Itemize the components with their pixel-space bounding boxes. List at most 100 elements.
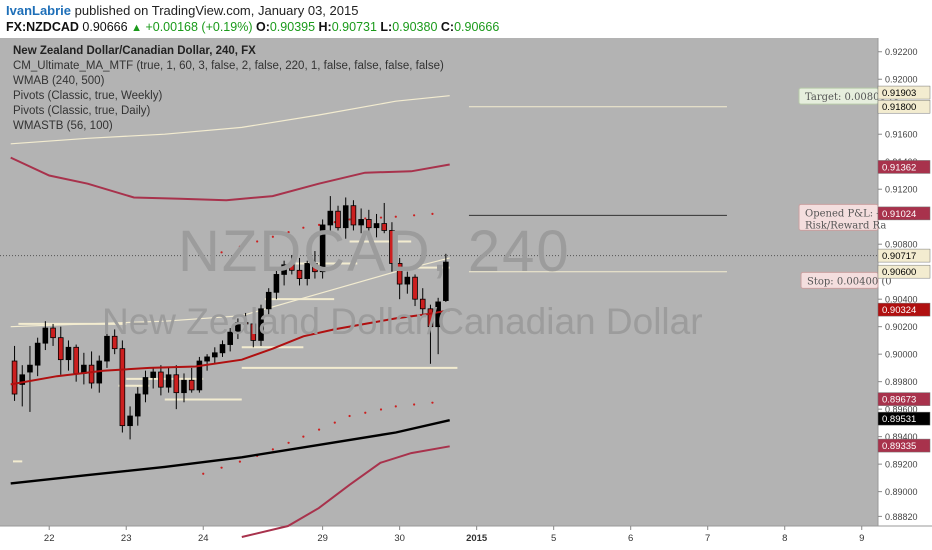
candle-body-down <box>419 298 426 310</box>
candle[interactable] <box>350 200 357 231</box>
candle[interactable] <box>65 340 72 371</box>
candle[interactable] <box>127 406 133 440</box>
candle[interactable] <box>327 196 334 234</box>
candle[interactable] <box>265 288 272 315</box>
candle[interactable] <box>342 197 349 239</box>
candle[interactable] <box>366 209 372 231</box>
dots-upper-dot <box>394 215 397 218</box>
candle[interactable] <box>27 345 33 412</box>
candle[interactable] <box>227 328 233 352</box>
price-tag[interactable]: 0.91362 <box>877 160 931 174</box>
candle[interactable] <box>358 208 364 234</box>
candle[interactable] <box>381 202 388 234</box>
candle[interactable] <box>42 321 49 351</box>
candle-body-up <box>196 360 203 391</box>
candle[interactable] <box>258 304 264 346</box>
candle-body-up <box>181 379 187 394</box>
open-value: 0.90395 <box>269 20 316 34</box>
candle[interactable] <box>158 365 164 396</box>
candle[interactable] <box>19 365 26 407</box>
price-tag[interactable]: 0.89531 <box>877 411 931 426</box>
band-pink-upper-line[interactable] <box>10 156 450 202</box>
candle[interactable] <box>396 257 403 300</box>
candle[interactable] <box>389 222 395 272</box>
candle[interactable] <box>173 365 180 410</box>
price-tag[interactable]: 0.90717 <box>877 248 931 263</box>
plot-area[interactable] <box>0 38 878 526</box>
target-label[interactable]: Target: 0.00800 (0 <box>798 87 899 105</box>
legend-title[interactable]: New Zealand Dollar/Canadian Dollar, 240,… <box>13 45 256 57</box>
candle-body-up <box>373 223 380 229</box>
candle[interactable] <box>11 345 18 401</box>
candle[interactable] <box>250 310 257 348</box>
candle[interactable] <box>88 351 95 389</box>
candle[interactable] <box>235 318 241 340</box>
candle[interactable] <box>273 268 280 300</box>
legend-cm-ultimate-ma[interactable]: CM_Ultimate_MA_MTF (true, 1, 60, 3, fals… <box>13 60 444 72</box>
band-pink-lower-line[interactable] <box>241 445 450 538</box>
candle[interactable] <box>181 373 187 403</box>
candle-body-up <box>327 210 334 226</box>
candle-body-down <box>396 263 403 285</box>
band-cream-upper-line[interactable] <box>10 95 450 145</box>
price-chart[interactable]: Target: 0.00800 (0 Opened P&L: -0Risk/Rew… <box>0 38 932 550</box>
watermark-symbol: NZDCAD, 240 <box>178 219 571 284</box>
candle[interactable] <box>289 255 295 275</box>
candle[interactable] <box>373 213 380 238</box>
candle[interactable] <box>443 253 449 302</box>
candle[interactable] <box>142 370 149 403</box>
price-tag[interactable]: 0.91800 <box>877 99 931 114</box>
stop-label[interactable]: Stop: 0.00400 (0 <box>800 271 892 289</box>
candle[interactable] <box>435 297 441 355</box>
price-tag[interactable]: 0.91903 <box>877 85 931 100</box>
candle[interactable] <box>150 367 156 389</box>
price-tag[interactable]: 0.90600 <box>877 264 931 279</box>
candle[interactable] <box>281 260 287 286</box>
candle[interactable] <box>34 337 41 377</box>
candle[interactable] <box>319 219 326 279</box>
price-tag-text: 0.90717 <box>882 251 916 262</box>
candle[interactable] <box>204 354 210 371</box>
candle[interactable] <box>335 205 341 231</box>
candle[interactable] <box>419 288 426 316</box>
x-tick-label: 7 <box>705 533 710 544</box>
candle[interactable] <box>57 326 64 375</box>
price-tag[interactable]: 0.91024 <box>877 206 931 221</box>
dots-lower-dot <box>271 448 274 451</box>
low-value: 0.90380 <box>392 20 438 34</box>
candle[interactable] <box>50 323 56 346</box>
price-tag[interactable]: 0.89673 <box>877 392 931 406</box>
candle[interactable] <box>242 312 249 330</box>
candle[interactable] <box>104 332 110 368</box>
candle[interactable] <box>188 367 195 393</box>
candle[interactable] <box>212 347 218 364</box>
legend-pivots-weekly[interactable]: Pivots (Classic, true, Weekly) <box>13 90 163 102</box>
candle[interactable] <box>119 340 126 433</box>
candle[interactable] <box>304 260 311 286</box>
price-tag[interactable]: 0.90324 <box>877 302 931 317</box>
candle[interactable] <box>219 340 226 357</box>
dots-upper-dot <box>431 212 434 215</box>
candle[interactable] <box>312 251 318 279</box>
legend-pivots-daily[interactable]: Pivots (Classic, true, Daily) <box>13 105 151 117</box>
symbol-label[interactable]: FX:NZDCAD <box>6 20 79 34</box>
candle[interactable] <box>165 367 172 393</box>
dots-upper-dot <box>413 214 416 217</box>
price-tag[interactable]: 0.89335 <box>877 438 931 453</box>
legend-wmastb[interactable]: WMASTB (56, 100) <box>13 120 113 132</box>
candle[interactable] <box>404 271 411 294</box>
dots-upper-dot <box>379 216 383 219</box>
candle-body-up <box>134 393 141 417</box>
legend-wmab[interactable]: WMAB (240, 500) <box>13 75 105 87</box>
candle[interactable] <box>111 329 118 355</box>
candle[interactable] <box>196 356 203 393</box>
dots-upper-dot <box>348 218 351 221</box>
wma-red-line[interactable] <box>10 309 450 386</box>
candle[interactable] <box>412 274 418 307</box>
time-axis[interactable] <box>0 526 932 550</box>
author-link[interactable]: IvanLabrie <box>6 3 72 18</box>
candle[interactable] <box>134 387 141 426</box>
wma-black-line[interactable] <box>10 419 450 485</box>
candle[interactable] <box>296 257 303 286</box>
